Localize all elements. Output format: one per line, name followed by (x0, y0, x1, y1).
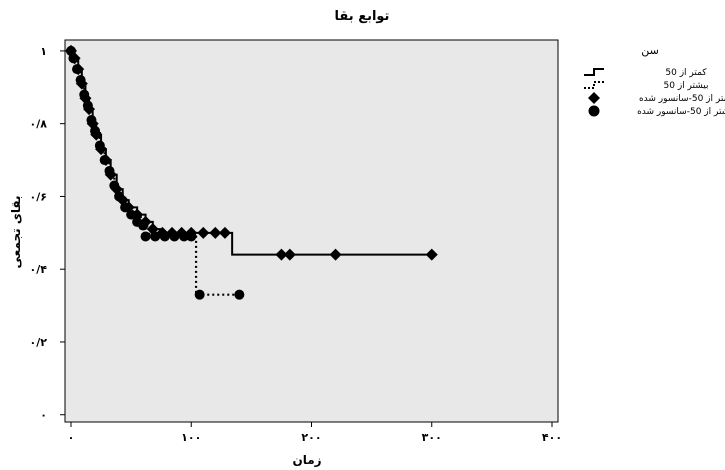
y-tick-label: ۰ (40, 409, 47, 422)
legend-symbol-line-solid (584, 68, 604, 76)
censored-circle-marker (234, 289, 245, 300)
y-tick-label: ۱ (40, 45, 47, 58)
censored-circle-marker (159, 231, 170, 242)
censored-circle-marker (140, 231, 151, 242)
plot-area (64, 39, 559, 423)
legend: سن کمتر از 50 بیشتر از 50 کمتر از 50-سانسور… (584, 44, 725, 117)
censored-circle-marker (186, 231, 197, 242)
censored-circle-marker (68, 53, 79, 64)
chart-title: توابع بقا (335, 9, 390, 24)
legend-symbol-line-dotted (584, 81, 604, 89)
censored-circle-marker (82, 100, 93, 111)
censored-circle-marker (72, 64, 83, 75)
y-tick-label: ۰/۲ (30, 336, 48, 349)
censored-circle-marker (114, 191, 125, 202)
censored-circle-marker (104, 165, 115, 176)
x-axis-title: زمان (292, 453, 321, 467)
censored-circle-marker (194, 289, 205, 300)
y-axis-title: بقای تجمعی (9, 196, 23, 269)
censored-diamond-marker (209, 226, 222, 239)
legend-symbol-circle (588, 105, 600, 117)
legend-title: سن (641, 44, 659, 57)
legend-label: بیشتر از 50-سانسور شده (637, 107, 725, 117)
censored-circle-marker (138, 220, 149, 231)
censored-circle-marker (120, 202, 131, 213)
y-tick-label: ۰/۴ (30, 263, 48, 276)
x-tick-label: ۳۰۰ (422, 431, 442, 444)
censored-diamond-marker (329, 248, 342, 261)
censored-diamond-marker (425, 248, 438, 261)
y-tick-label: ۰/۶ (30, 190, 47, 203)
censored-circle-marker (169, 231, 180, 242)
censored-circle-marker (86, 115, 97, 126)
censored-circle-marker (75, 75, 86, 86)
legend-label: کمتر از 50-سانسور شده (639, 94, 725, 104)
censored-circle-marker (150, 231, 161, 242)
censored-diamond-marker (197, 226, 210, 239)
censored-circle-marker (109, 180, 120, 191)
x-tick-label: ۱۰۰ (181, 431, 201, 444)
censored-circle-marker (90, 125, 101, 136)
legend-symbol-diamond (588, 92, 600, 104)
censored-markers (65, 44, 438, 300)
censored-diamond-marker (283, 248, 296, 261)
x-tick-label: ۰ (68, 431, 75, 444)
legend-label: کمتر از 50 (665, 68, 707, 78)
censored-circle-marker (94, 140, 105, 151)
censored-circle-marker (179, 231, 190, 242)
x-tick-label: ۲۰۰ (301, 431, 321, 444)
censored-diamond-marker (218, 226, 231, 239)
censored-diamond-marker (275, 248, 288, 261)
y-tick-label: ۰/۸ (30, 118, 48, 131)
censored-circle-marker (126, 209, 137, 220)
censored-circle-marker (79, 89, 90, 100)
censored-circle-marker (99, 155, 110, 166)
axis-ticks: ۰ ۱۰۰ ۲۰۰ ۳۰۰ ۴۰۰ ۰ ۰/۲ ۰/۴ ۰/۶ ۰/۸ ۱ (30, 45, 563, 444)
x-tick-label: ۴۰۰ (542, 431, 562, 444)
legend-label: بیشتر از 50 (664, 81, 709, 91)
